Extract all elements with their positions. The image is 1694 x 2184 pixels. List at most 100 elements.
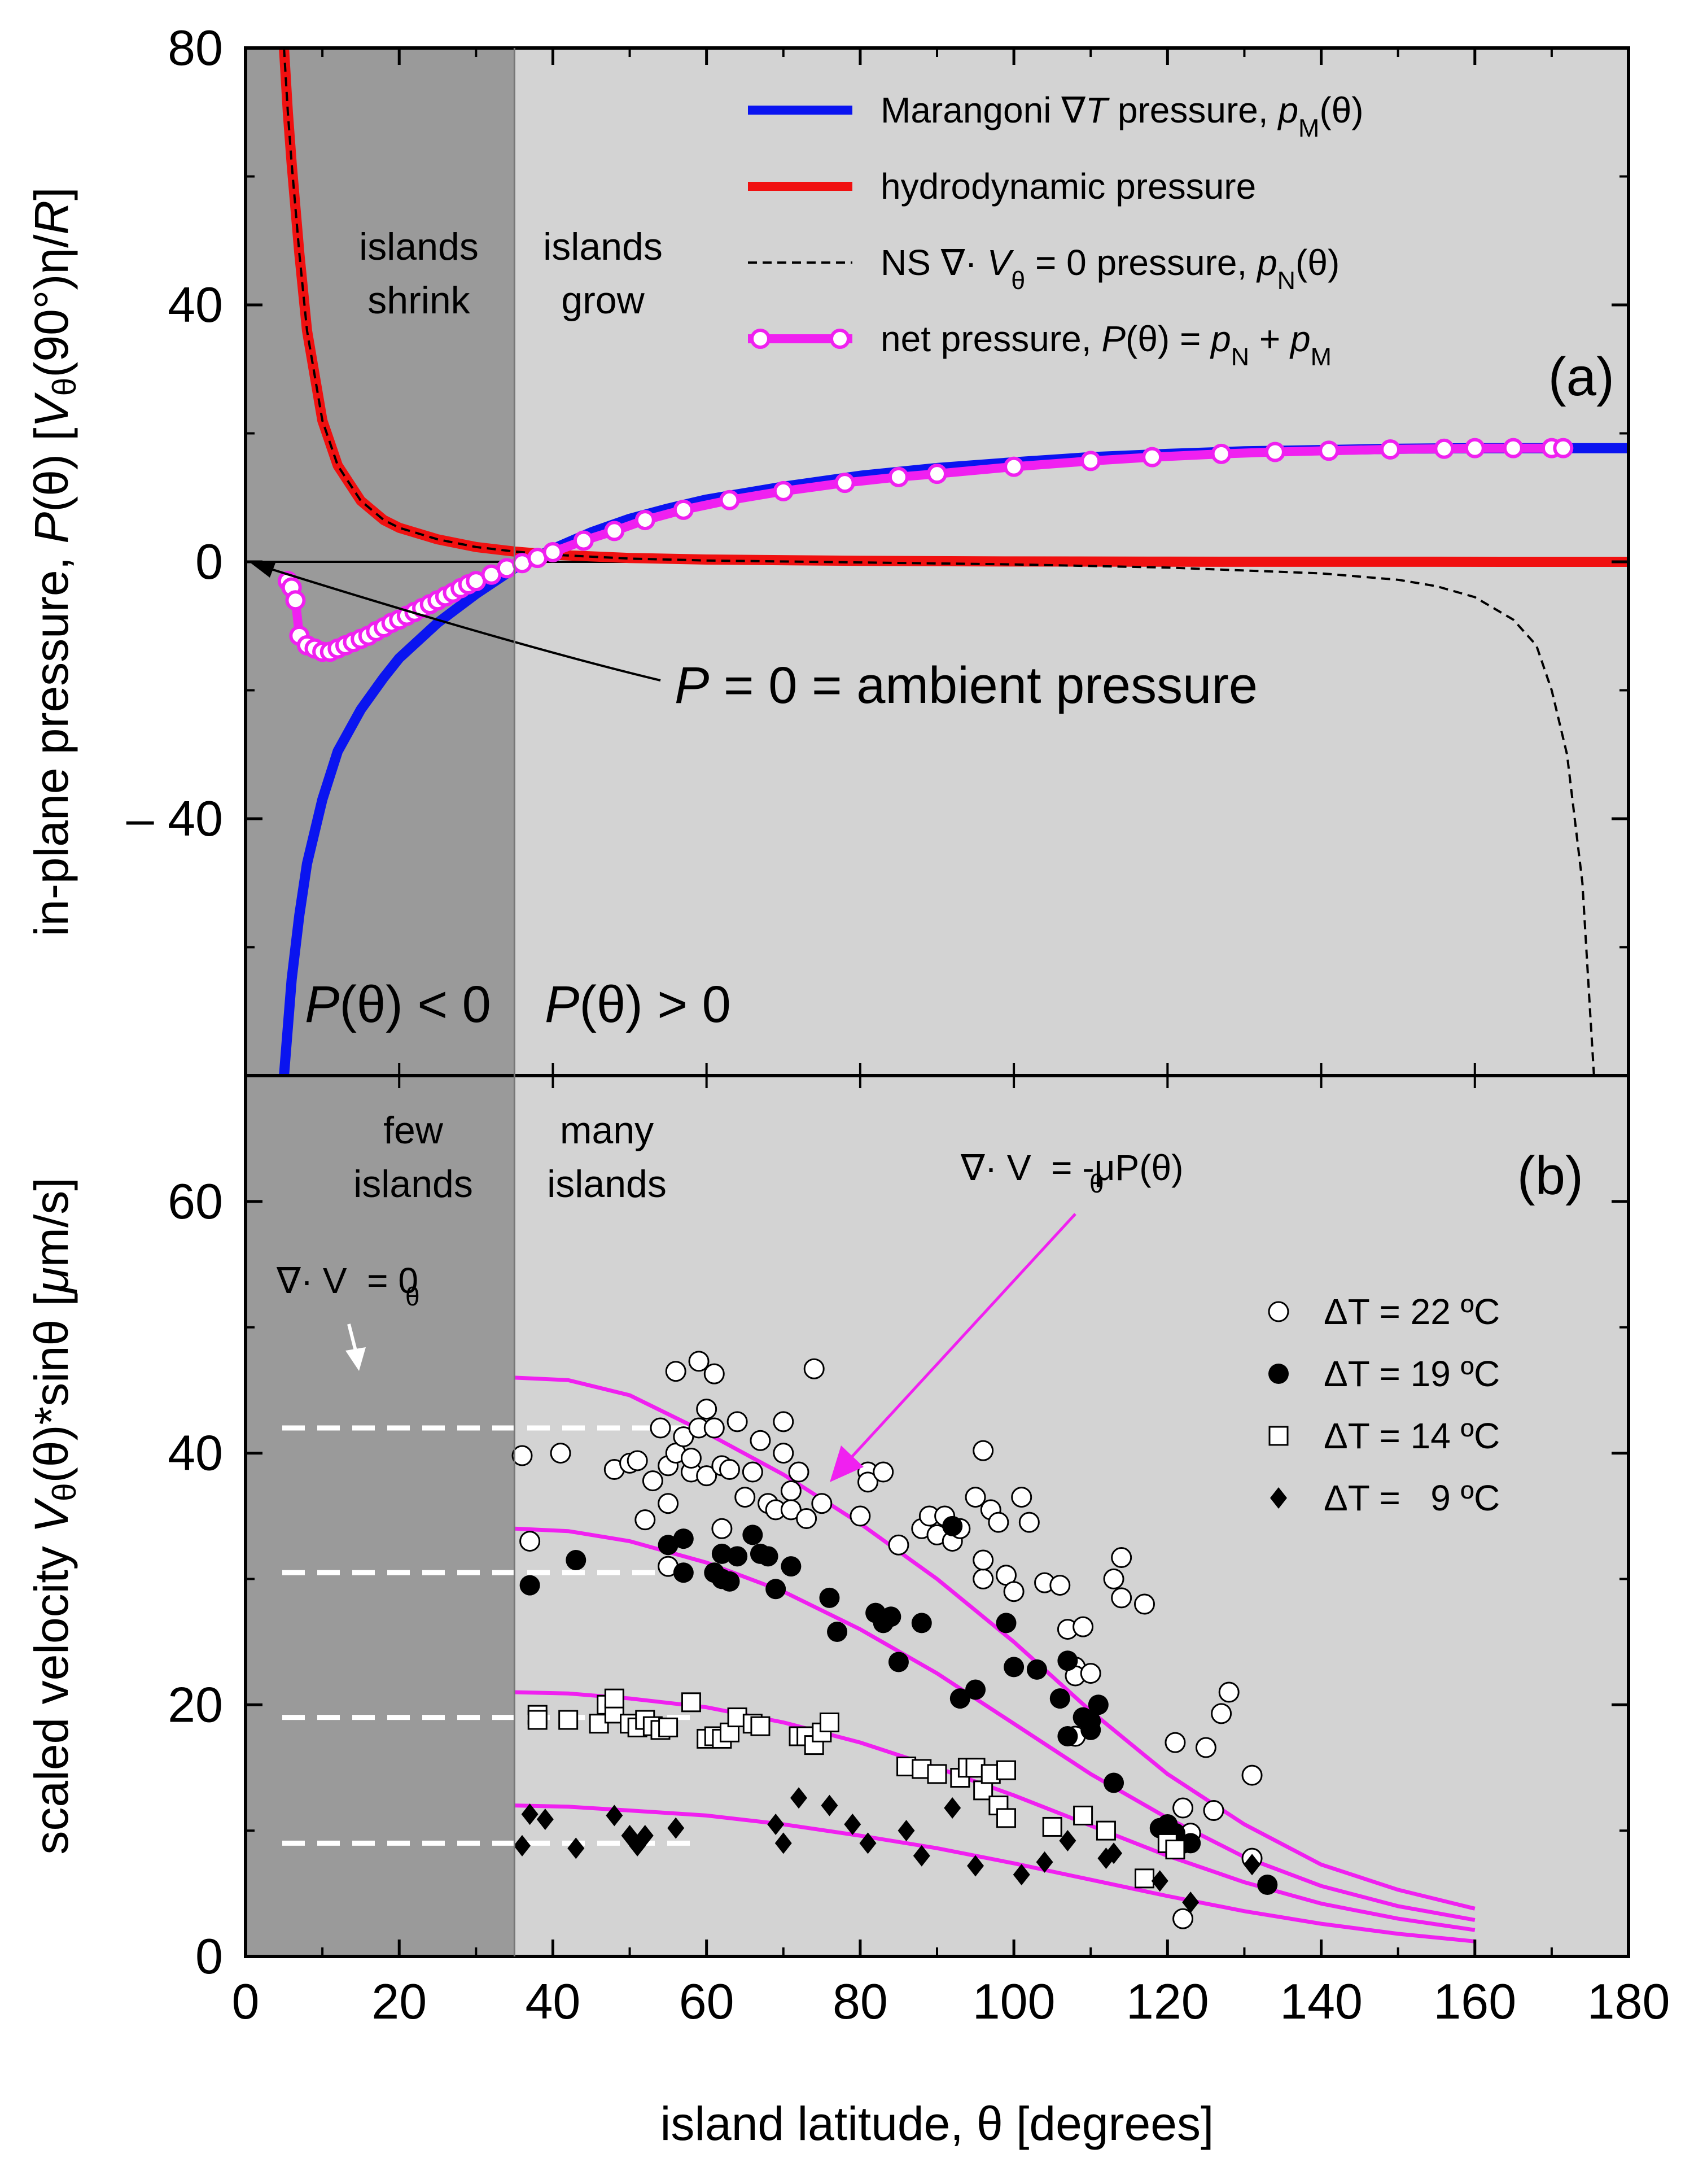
data-point <box>1218 1681 1240 1703</box>
net-pressure-marker <box>719 490 740 510</box>
data-point <box>857 1471 878 1493</box>
data-point <box>658 1493 679 1514</box>
legend-label-delta-t: ΔT = 22 ºC <box>1324 1291 1500 1332</box>
data-point <box>1026 1659 1047 1680</box>
data-point <box>1111 1547 1132 1569</box>
data-point <box>1073 1616 1094 1637</box>
region-label-islands-grow: grow <box>561 279 645 322</box>
x-tick-label: 40 <box>525 1973 580 2029</box>
data-point <box>1057 1650 1078 1671</box>
y-axis-title-b: scaled velocity Vθ(θ)*sinθ [μm/s] <box>25 1177 83 1854</box>
data-point <box>1018 1512 1040 1533</box>
data-point <box>803 1358 825 1379</box>
data-point <box>1042 1816 1062 1837</box>
data-point <box>773 1411 794 1432</box>
y-tick-label-a: 80 <box>168 20 223 76</box>
data-point <box>514 1834 531 1857</box>
y-tick-label-b: 60 <box>168 1173 223 1229</box>
legend-marker-net <box>830 329 850 349</box>
region-label-islands-grow: islands <box>543 225 663 268</box>
data-point <box>965 1679 986 1700</box>
data-point <box>1080 1719 1101 1740</box>
x-tick-label: 80 <box>833 1973 888 2029</box>
net-pressure-marker <box>673 499 694 520</box>
data-point <box>898 1820 915 1842</box>
net-pressure-marker <box>573 530 594 551</box>
net-pressure-marker <box>542 541 563 562</box>
legend-label-delta-t: ΔT = 9 ºC <box>1324 1478 1500 1518</box>
data-point <box>796 1508 817 1529</box>
data-point <box>996 1613 1017 1633</box>
data-point <box>988 1512 1009 1533</box>
data-point <box>1080 1663 1101 1684</box>
data-point <box>821 1794 838 1816</box>
net-pressure-marker <box>1319 440 1340 461</box>
fit-arrow-line <box>846 1213 1076 1464</box>
subscript-theta: θ <box>1089 1169 1104 1198</box>
net-pressure-marker <box>1380 439 1401 460</box>
region-label-few-islands: few <box>383 1109 444 1152</box>
data-point <box>519 1531 541 1552</box>
data-point <box>1182 1892 1200 1914</box>
data-point <box>844 1814 861 1835</box>
data-point <box>658 1535 679 1556</box>
data-point <box>673 1562 694 1583</box>
legend-label-delta-t: ΔT = 19 ºC <box>1324 1353 1500 1394</box>
data-point <box>942 1515 963 1536</box>
data-point <box>1003 1581 1025 1602</box>
data-point <box>634 1509 656 1531</box>
subscript-theta: θ <box>405 1282 420 1311</box>
legend-marker <box>1270 1487 1287 1509</box>
data-point <box>642 1470 663 1492</box>
data-point <box>790 1787 807 1809</box>
div-zero-arrow-head <box>345 1347 366 1371</box>
data-point <box>1004 1657 1025 1678</box>
data-point <box>873 1461 894 1483</box>
ambient-pressure-annotation: P = 0 = ambient pressure <box>675 657 1258 714</box>
x-tick-label: 100 <box>973 1973 1056 2029</box>
data-point <box>944 1797 961 1819</box>
region-label-islands-shrink: islands <box>359 225 479 268</box>
data-point <box>673 1528 694 1549</box>
data-point <box>703 1363 725 1384</box>
data-point <box>1059 1829 1076 1851</box>
y-tick-label-a: 40 <box>168 277 223 333</box>
data-point <box>1165 1840 1185 1860</box>
data-point <box>1135 1868 1154 1889</box>
y-axis-title-a: in-plane pressure, P(θ) [Vθ(90°)η/R] <box>25 187 83 937</box>
region-label-many-islands: islands <box>547 1163 667 1205</box>
x-tick-label: 60 <box>679 1973 734 2029</box>
data-point <box>967 1855 984 1877</box>
net-pressure-marker <box>604 521 625 541</box>
y-tick-label-a: 0 <box>195 534 223 589</box>
x-tick-label: 120 <box>1126 1973 1209 2029</box>
data-point <box>765 1579 786 1600</box>
data-point <box>750 1716 771 1736</box>
data-point <box>758 1546 778 1567</box>
net-pressure-marker <box>1503 438 1524 458</box>
y-tick-label-b: 20 <box>168 1676 223 1732</box>
data-point <box>1096 1820 1116 1841</box>
div-zero-annotation: ∇· V = 0 <box>276 1260 418 1301</box>
data-point <box>973 1568 994 1589</box>
data-point <box>727 1546 748 1567</box>
fit-curve <box>514 1375 1476 1911</box>
data-point <box>667 1817 685 1839</box>
data-point <box>658 1717 679 1737</box>
data-point <box>773 1443 794 1464</box>
legend-label-marangoni: Marangoni ∇T pressure, pM(θ) <box>881 90 1364 142</box>
x-tick-label: 140 <box>1280 1973 1363 2029</box>
x-tick-label: 20 <box>371 1973 427 2029</box>
data-point <box>827 1622 848 1643</box>
data-point <box>1011 1487 1032 1508</box>
data-point <box>519 1575 540 1596</box>
panel-tag-b: (b) <box>1517 1146 1583 1206</box>
panel-b-shaded-region <box>246 1076 515 1956</box>
legend-label-ns: NS ∇· Vθ = 0 pressure, pN(θ) <box>881 242 1340 295</box>
data-point <box>1036 1851 1053 1873</box>
data-point <box>742 1525 763 1545</box>
data-point <box>636 1825 654 1847</box>
legend-marker-net <box>750 329 771 349</box>
y-tick-label-b: 40 <box>168 1425 223 1481</box>
